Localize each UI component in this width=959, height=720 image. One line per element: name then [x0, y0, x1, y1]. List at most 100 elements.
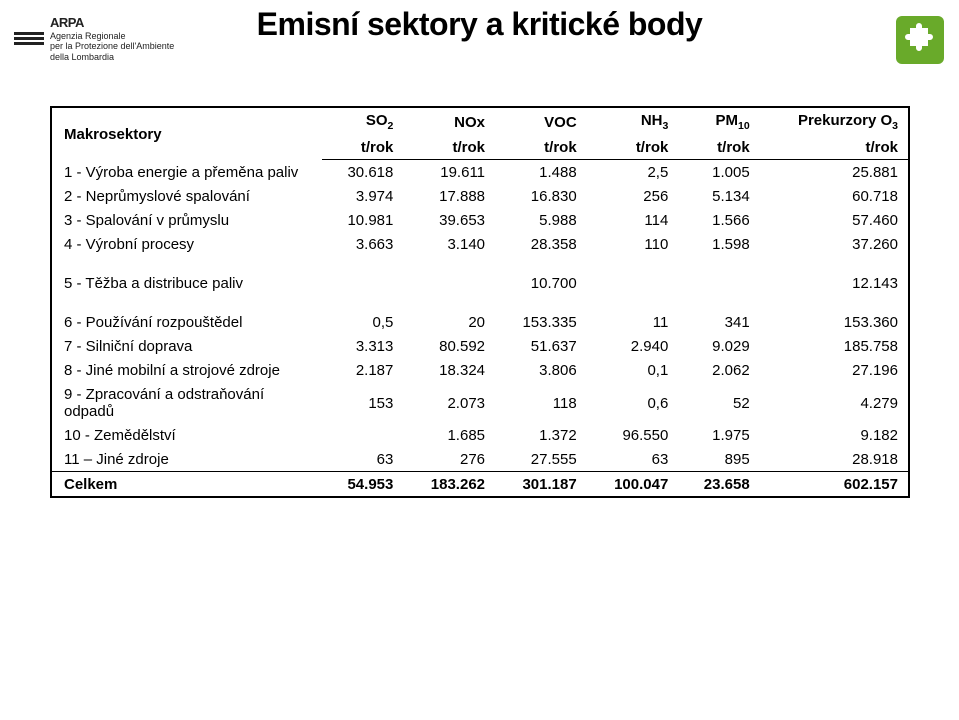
cell: 11 [587, 310, 679, 334]
cell: 52 [678, 382, 759, 423]
row-label: 4 - Výrobní procesy [52, 232, 322, 256]
cell: 3.806 [495, 358, 587, 382]
cell: 20 [403, 310, 495, 334]
cell: 57.460 [760, 208, 908, 232]
cell: 3.974 [322, 184, 403, 208]
cell: 276 [403, 447, 495, 472]
cell: 153 [322, 382, 403, 423]
logo-line1: ARPA [50, 16, 174, 31]
cell: 0,5 [322, 310, 403, 334]
cell [678, 271, 759, 295]
row-label: 9 - Zpracování a odstraňování odpadů [52, 382, 322, 423]
cell: 96.550 [587, 423, 679, 447]
cell: 28.358 [495, 232, 587, 256]
cell: 5.988 [495, 208, 587, 232]
puzzle-logo [896, 16, 944, 64]
cell [403, 271, 495, 295]
cell: 19.611 [403, 160, 495, 185]
total-label: Celkem [52, 472, 322, 497]
cell: 0,6 [587, 382, 679, 423]
cell: 3.313 [322, 334, 403, 358]
cell: 1.005 [678, 160, 759, 185]
cell: 185.758 [760, 334, 908, 358]
row-label: 10 - Zemědělství [52, 423, 322, 447]
row-label: 8 - Jiné mobilní a strojové zdroje [52, 358, 322, 382]
cell: 1.488 [495, 160, 587, 185]
row-label: 11 – Jiné zdroje [52, 447, 322, 472]
cell: 27.555 [495, 447, 587, 472]
unit-6: t/rok [760, 135, 908, 160]
cell [587, 271, 679, 295]
emissions-table-wrap: Makrosektory SO2 NOx VOC NH3 PM10 Prekur… [50, 106, 910, 498]
th-nh3: NH3 [587, 108, 679, 135]
table-row: 2 - Neprůmyslové spalování3.97417.88816.… [52, 184, 908, 208]
cell: 63 [587, 447, 679, 472]
cell: 1.566 [678, 208, 759, 232]
cell: 16.830 [495, 184, 587, 208]
emissions-table: Makrosektory SO2 NOx VOC NH3 PM10 Prekur… [52, 108, 908, 496]
logo-sub3: della Lombardia [50, 52, 174, 62]
unit-5: t/rok [678, 135, 759, 160]
cell: 341 [678, 310, 759, 334]
unit-3: t/rok [495, 135, 587, 160]
cell: 118 [495, 382, 587, 423]
cell: 0,1 [587, 358, 679, 382]
cell: 80.592 [403, 334, 495, 358]
unit-4: t/rok [587, 135, 679, 160]
cell: 1.975 [678, 423, 759, 447]
row-label: 6 - Používání rozpouštědel [52, 310, 322, 334]
cell: 2,5 [587, 160, 679, 185]
cell: 3.663 [322, 232, 403, 256]
cell: 27.196 [760, 358, 908, 382]
cell [322, 423, 403, 447]
cell: 2.187 [322, 358, 403, 382]
unit-2: t/rok [403, 135, 495, 160]
cell: 256 [587, 184, 679, 208]
unit-1: t/rok [322, 135, 403, 160]
cell: 114 [587, 208, 679, 232]
cell: 10.700 [495, 271, 587, 295]
total-cell: 54.953 [322, 472, 403, 497]
cell: 153.360 [760, 310, 908, 334]
cell: 10.981 [322, 208, 403, 232]
table-row: 4 - Výrobní procesy3.6633.14028.3581101.… [52, 232, 908, 256]
total-row: Celkem54.953183.262301.187100.04723.6586… [52, 472, 908, 497]
total-cell: 301.187 [495, 472, 587, 497]
cell: 2.940 [587, 334, 679, 358]
cell: 39.653 [403, 208, 495, 232]
th-o3: Prekurzory O3 [760, 108, 908, 135]
cell: 1.685 [403, 423, 495, 447]
cell: 5.134 [678, 184, 759, 208]
cell: 4.279 [760, 382, 908, 423]
total-cell: 183.262 [403, 472, 495, 497]
row-label: 3 - Spalování v průmyslu [52, 208, 322, 232]
th-so2: SO2 [322, 108, 403, 135]
cell: 895 [678, 447, 759, 472]
cell: 60.718 [760, 184, 908, 208]
cell: 18.324 [403, 358, 495, 382]
cell: 1.598 [678, 232, 759, 256]
cell: 63 [322, 447, 403, 472]
cell [322, 271, 403, 295]
cell: 25.881 [760, 160, 908, 185]
cell: 9.029 [678, 334, 759, 358]
row-label: 2 - Neprůmyslové spalování [52, 184, 322, 208]
table-row: 6 - Používání rozpouštědel0,520153.33511… [52, 310, 908, 334]
table-row: 10 - Zemědělství1.6851.37296.5501.9759.1… [52, 423, 908, 447]
row-label: 5 - Těžba a distribuce paliv [52, 271, 322, 295]
cell: 12.143 [760, 271, 908, 295]
table-row: 9 - Zpracování a odstraňování odpadů1532… [52, 382, 908, 423]
table-row: 3 - Spalování v průmyslu10.98139.6535.98… [52, 208, 908, 232]
table-row: 5 - Těžba a distribuce paliv 10.700 12.143 [52, 271, 908, 295]
th-makrosektory: Makrosektory [52, 108, 322, 160]
cell: 17.888 [403, 184, 495, 208]
th-nox: NOx [403, 108, 495, 135]
row-label: 7 - Silniční doprava [52, 334, 322, 358]
total-cell: 100.047 [587, 472, 679, 497]
cell: 9.182 [760, 423, 908, 447]
arpa-logo: ARPA Agenzia Regionale per la Protezione… [14, 16, 174, 62]
table-row: 11 – Jiné zdroje6327627.5556389528.918 [52, 447, 908, 472]
logo-sub1: Agenzia Regionale [50, 31, 174, 41]
table-row: 7 - Silniční doprava3.31380.59251.6372.9… [52, 334, 908, 358]
th-voc: VOC [495, 108, 587, 135]
